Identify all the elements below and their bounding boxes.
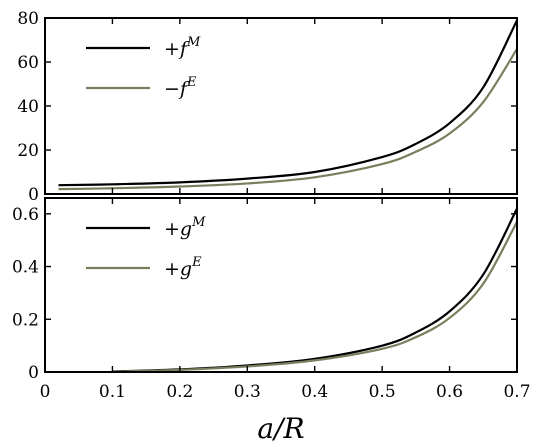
- bottom-ytick-label: 0: [28, 363, 39, 383]
- top-frame: [44, 17, 518, 195]
- top-ytick-label: 80: [17, 9, 39, 29]
- top-legend-label-0: +fM: [164, 35, 201, 60]
- bottom-xtick-label: 0.4: [301, 382, 328, 402]
- top-series-line-1: [58, 48, 517, 191]
- bottom-series-line-1: [112, 221, 517, 372]
- bottom-xtick-label: 0.6: [436, 382, 463, 402]
- bottom-panel: 0 0.2 0.4 0.6 0 0.1 0.2 0.3 0.4 0.5 0.6 0.7 +gM +gE a/…: [12, 197, 531, 445]
- top-ytick-label: 40: [17, 97, 39, 117]
- top-ytick-label: 60: [17, 53, 39, 73]
- bottom-xtick-label: 0.3: [234, 382, 261, 402]
- bottom-ytick-label: 0.6: [12, 205, 39, 225]
- top-legend-label-1: −fE: [164, 75, 197, 100]
- bottom-xtick-label: 0: [40, 382, 51, 402]
- top-panel: 0 20 40 60 80 +fM −fE: [17, 9, 518, 205]
- bottom-xtick-label: 0.7: [503, 382, 530, 402]
- bottom-legend-label-1: +gE: [164, 255, 202, 280]
- top-ytick-label: 0: [28, 185, 39, 205]
- bottom-xtick-label: 0.5: [369, 382, 396, 402]
- bottom-legend-label-0: +gM: [164, 215, 206, 240]
- bottom-xlabel: a/R: [257, 412, 304, 445]
- bottom-xtick-label: 0.1: [99, 382, 126, 402]
- bottom-ytick-label: 0.2: [12, 310, 39, 330]
- top-series-line-0: [58, 19, 517, 187]
- top-ytick-label: 20: [17, 141, 39, 161]
- bottom-xtick-label: 0.2: [166, 382, 193, 402]
- bottom-ytick-label: 0.4: [12, 258, 39, 278]
- bottom-frame: [44, 197, 518, 373]
